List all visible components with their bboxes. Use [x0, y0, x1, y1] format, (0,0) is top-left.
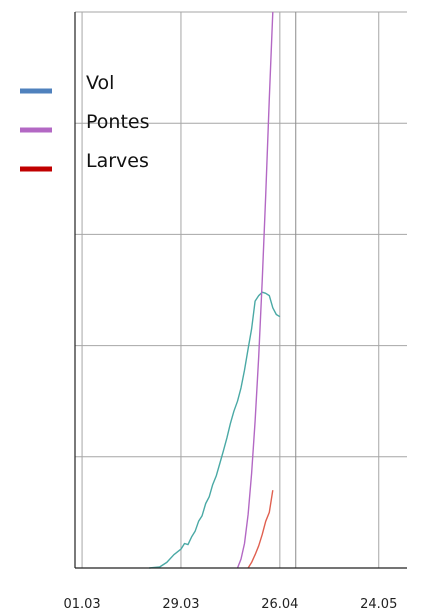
horizontal-gridlines: [75, 11, 407, 458]
legend-label-larves: Larves: [86, 150, 149, 172]
vertical-gridlines: [81, 12, 380, 568]
x-tick-label: 24.05: [360, 597, 397, 612]
legend-swatch-larves: [20, 166, 52, 172]
x-tick-label: 01.03: [63, 597, 100, 612]
legend-label-vol: Vol: [86, 72, 114, 94]
series-line-larves: [247, 490, 274, 569]
legend: Vol Pontes Larves: [20, 72, 150, 172]
series-line-pontes: [236, 11, 274, 569]
legend-label-pontes: Pontes: [86, 111, 150, 133]
x-tick-labels: 01.03 29.03 26.04 24.05: [63, 597, 397, 612]
x-tick-label: 29.03: [162, 597, 199, 612]
legend-swatch-pontes: [20, 127, 52, 133]
x-tick-label: 26.04: [261, 597, 298, 612]
legend-swatch-vol: [20, 88, 52, 94]
series-lines: [149, 11, 281, 569]
axes: [74, 12, 407, 569]
